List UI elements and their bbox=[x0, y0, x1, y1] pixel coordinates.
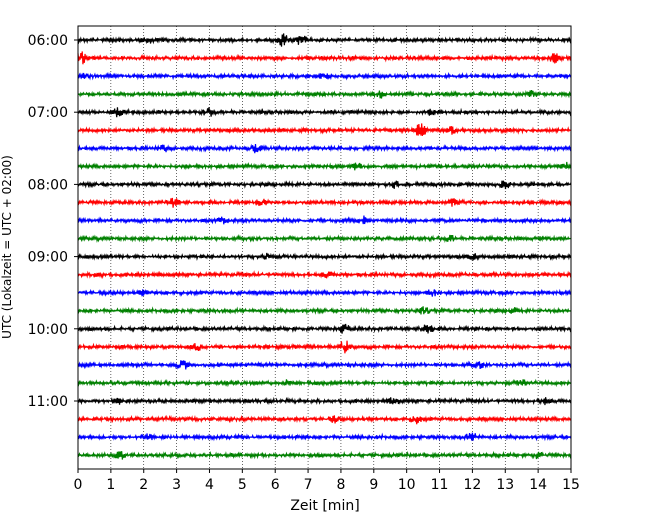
trace-0745 bbox=[77, 161, 572, 171]
y-tick-label-0600: 06:00 bbox=[28, 33, 68, 49]
x-tick-label-3: 3 bbox=[172, 477, 181, 493]
trace-0800 bbox=[77, 180, 572, 190]
x-tick-label-9: 9 bbox=[369, 477, 378, 493]
trace-1000 bbox=[77, 323, 572, 334]
trace-1100 bbox=[77, 396, 572, 406]
trace-0845 bbox=[77, 234, 572, 244]
y-tick-label-0700: 07:00 bbox=[28, 105, 68, 121]
trace-0815 bbox=[77, 197, 572, 208]
x-tick-label-4: 4 bbox=[205, 477, 214, 493]
trace-1130 bbox=[77, 432, 572, 442]
y-axis: 06:00 07:00 08:00 09:00 10:00 11:00 bbox=[28, 33, 78, 410]
trace-0630 bbox=[77, 71, 572, 81]
trace-0915 bbox=[77, 270, 572, 280]
x-tick-label-0: 0 bbox=[74, 477, 83, 493]
trace-0615 bbox=[77, 51, 572, 65]
trace-1015 bbox=[77, 340, 572, 354]
x-tick-label-2: 2 bbox=[139, 477, 148, 493]
trace-0645 bbox=[77, 89, 572, 99]
y-tick-label-1000: 10:00 bbox=[28, 322, 68, 338]
trace-0900 bbox=[77, 252, 572, 262]
x-tick-label-1: 1 bbox=[106, 477, 115, 493]
x-axis: 0 1 2 3 4 5 6 7 8 9 10 11 12 13 14 15 bbox=[74, 469, 580, 493]
x-tick-label-8: 8 bbox=[336, 477, 345, 493]
x-tick-label-5: 5 bbox=[238, 477, 247, 493]
x-tick-label-15: 15 bbox=[562, 477, 580, 493]
x-tick-label-14: 14 bbox=[529, 477, 547, 493]
x-tick-label-13: 13 bbox=[496, 477, 514, 493]
trace-0700 bbox=[77, 107, 572, 118]
trace-layer bbox=[77, 33, 572, 460]
y-tick-label-0800: 08:00 bbox=[28, 177, 68, 193]
x-tick-label-10: 10 bbox=[398, 477, 416, 493]
y-tick-label-1100: 11:00 bbox=[28, 394, 68, 410]
y-tick-label-0900: 09:00 bbox=[28, 250, 68, 266]
trace-1045 bbox=[77, 378, 572, 388]
x-tick-label-6: 6 bbox=[271, 477, 280, 493]
trace-0730 bbox=[77, 143, 572, 154]
trace-0945 bbox=[77, 306, 572, 316]
trace-1145 bbox=[77, 450, 572, 460]
trace-1115 bbox=[77, 414, 572, 425]
trace-0600 bbox=[77, 33, 572, 47]
x-tick-label-11: 11 bbox=[431, 477, 449, 493]
grid-layer bbox=[110, 26, 539, 469]
plot-frame bbox=[77, 25, 572, 470]
trace-0715 bbox=[77, 123, 572, 136]
x-axis-title: Zeit [min] bbox=[290, 498, 359, 514]
y-axis-title: UTC (Lokalzeit = UTC + 02:00) bbox=[0, 155, 14, 339]
trace-1030 bbox=[77, 360, 572, 370]
x-tick-label-12: 12 bbox=[463, 477, 481, 493]
trace-0930 bbox=[77, 288, 572, 297]
trace-0830 bbox=[77, 215, 572, 225]
x-tick-label-7: 7 bbox=[304, 477, 313, 493]
